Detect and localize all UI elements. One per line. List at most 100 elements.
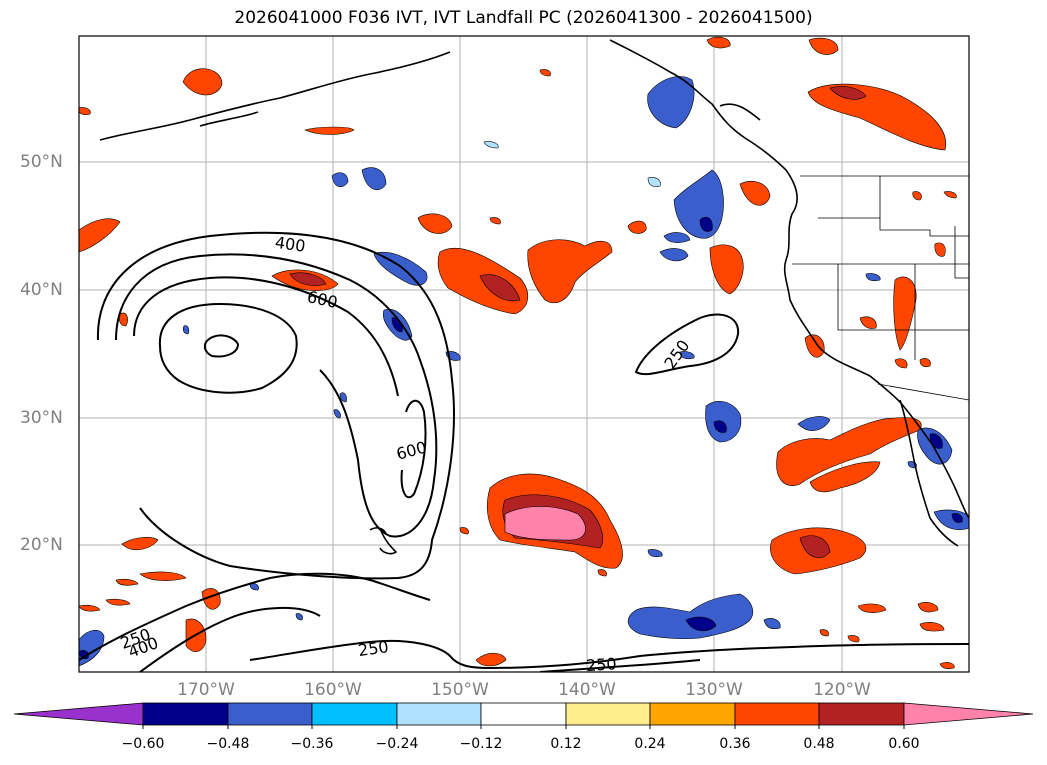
ivt-region bbox=[809, 461, 881, 493]
ivt-region bbox=[808, 37, 839, 55]
positive-ivt-regions bbox=[79, 36, 957, 670]
ivt-region bbox=[797, 416, 831, 431]
ivt-region bbox=[819, 629, 829, 637]
ivt-region bbox=[799, 535, 831, 559]
ivt-region bbox=[706, 36, 731, 49]
ivt-region bbox=[713, 420, 727, 433]
coastline bbox=[609, 39, 969, 519]
ivt-region bbox=[663, 232, 691, 243]
map-title: 2026041000 F036 IVT, IVT Landfall PC (20… bbox=[234, 8, 813, 28]
colorbar-tick-label: −0.24 bbox=[375, 736, 419, 752]
ivt-region bbox=[289, 272, 327, 286]
ivt-region bbox=[673, 169, 724, 239]
ivt-region bbox=[105, 598, 131, 606]
coastline bbox=[379, 527, 398, 555]
ivt-region bbox=[121, 537, 159, 551]
colorbar-tick-label: 0.12 bbox=[550, 736, 582, 752]
contour-600-tail bbox=[400, 399, 427, 499]
colorbar-segment bbox=[311, 702, 398, 726]
lat-label: 20°N bbox=[20, 535, 63, 555]
ivt-region bbox=[893, 276, 917, 351]
coastlines bbox=[99, 39, 969, 555]
ivt-region bbox=[417, 213, 453, 234]
ivt-region bbox=[912, 191, 922, 201]
negative-ivt-regions bbox=[79, 76, 969, 667]
ivt-region bbox=[865, 273, 881, 282]
ivt-region bbox=[627, 220, 647, 234]
colorbar-extend-left bbox=[13, 702, 144, 726]
ivt-region bbox=[527, 239, 613, 304]
colorbar-tick-label: 0.36 bbox=[719, 736, 751, 752]
colorbar-segment bbox=[649, 702, 736, 726]
ivt-region bbox=[182, 68, 223, 96]
contour-600-mid bbox=[133, 276, 399, 397]
ivt-region bbox=[857, 603, 887, 613]
gridlines bbox=[79, 36, 969, 672]
ivt-region bbox=[333, 409, 341, 419]
colorbar-tick-label: −0.36 bbox=[290, 736, 334, 752]
ivt-region bbox=[894, 358, 908, 369]
lat-label: 50°N bbox=[20, 152, 63, 172]
ivt-region bbox=[304, 126, 355, 135]
contour-600-inner bbox=[158, 302, 298, 394]
colorbar-segment bbox=[480, 702, 567, 726]
lat-label: 40°N bbox=[20, 280, 63, 300]
colorbar-tick-label: 0.60 bbox=[888, 736, 920, 752]
ivt-region bbox=[919, 622, 945, 632]
ivt-region bbox=[79, 218, 121, 253]
ivt-region bbox=[459, 527, 469, 535]
ivt-region bbox=[249, 583, 259, 591]
coastline bbox=[199, 111, 259, 127]
ivt-region bbox=[597, 569, 607, 577]
ivt-region bbox=[79, 107, 91, 116]
ivt-region bbox=[685, 616, 717, 632]
political-borders bbox=[792, 175, 969, 401]
colorbar-segment bbox=[734, 702, 820, 726]
ivt-region bbox=[182, 325, 190, 335]
ivt-region bbox=[679, 351, 695, 360]
ivt-region bbox=[763, 618, 781, 630]
ivt-contours bbox=[79, 231, 969, 672]
contour-250-south bbox=[79, 572, 431, 661]
colorbar-tick-label: −0.48 bbox=[206, 736, 250, 752]
ivt-region bbox=[847, 635, 860, 643]
contour-label: 400 bbox=[274, 233, 307, 256]
colorbar-tick-label: −0.12 bbox=[459, 736, 503, 752]
ivt-region bbox=[475, 652, 507, 667]
colorbar-segment bbox=[227, 702, 313, 726]
ivt-region bbox=[659, 248, 689, 262]
ivt-region bbox=[647, 549, 663, 558]
ivt-region bbox=[934, 242, 946, 257]
ivt-region bbox=[709, 244, 744, 295]
colorbar-extend-right bbox=[903, 702, 1034, 726]
plot-frame bbox=[78, 35, 970, 673]
ivt-region bbox=[627, 593, 753, 640]
coastline bbox=[719, 103, 761, 121]
ivt-region bbox=[339, 392, 347, 403]
contour-label: 600 bbox=[305, 287, 339, 312]
ivt-region bbox=[373, 252, 428, 286]
ivt-region bbox=[118, 312, 128, 327]
contour-250-south2 bbox=[139, 607, 321, 672]
coastline bbox=[899, 399, 959, 547]
lat-label: 30°N bbox=[20, 408, 63, 428]
lon-label: 170°W bbox=[177, 680, 235, 700]
ivt-region bbox=[829, 86, 867, 100]
contour-250-lower bbox=[539, 659, 701, 672]
ivt-region bbox=[647, 177, 661, 188]
ivt-region bbox=[804, 334, 825, 358]
contour-label: 250 bbox=[585, 654, 617, 675]
ivt-region bbox=[943, 191, 957, 199]
ivt-region bbox=[917, 602, 939, 613]
ivt-region bbox=[295, 613, 303, 621]
ivt-region bbox=[807, 83, 947, 151]
colorbar-segment bbox=[396, 702, 482, 726]
ivt-region bbox=[919, 358, 931, 368]
lon-label: 120°W bbox=[813, 680, 871, 700]
colorbar-segment bbox=[565, 702, 651, 726]
ivt-region bbox=[115, 578, 139, 586]
ivt-region bbox=[939, 662, 955, 670]
ivt-region bbox=[647, 76, 695, 129]
contour-400 bbox=[96, 231, 455, 580]
